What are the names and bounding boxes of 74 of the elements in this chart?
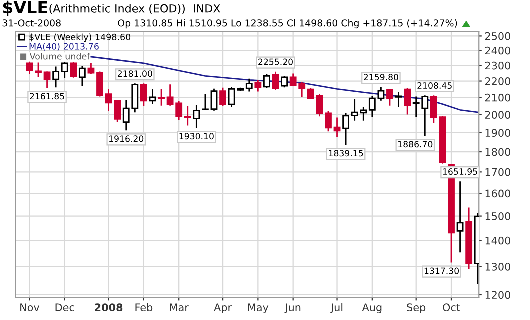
candlestick — [254, 80, 262, 92]
candlestick — [404, 88, 412, 115]
x-tick-label: Mar — [170, 304, 189, 312]
candlestick — [140, 84, 148, 107]
candlestick — [78, 66, 86, 86]
y-tick-label: 1600 — [486, 190, 510, 198]
annotation: 1317.30 — [424, 268, 460, 274]
annotation: 2255.20 — [258, 58, 293, 66]
candlestick — [342, 113, 350, 146]
annotation: 1916.20 — [110, 136, 144, 142]
annotation: 2161.85 — [30, 93, 64, 100]
candlestick — [96, 72, 104, 97]
legend-label: MA(40) 2013.76 — [30, 43, 99, 51]
candlestick — [149, 90, 156, 104]
annotation: 2159.80 — [364, 74, 398, 81]
candlestick — [272, 72, 280, 90]
y-tick-label: 2300 — [485, 62, 510, 70]
annotation: 1886.70 — [398, 141, 433, 148]
y-tick-label: 1400 — [486, 236, 510, 245]
y-tick-label: 1500 — [486, 212, 510, 220]
candlestick — [456, 182, 464, 253]
annotation: 2108.45 — [418, 82, 452, 90]
candlestick — [334, 118, 341, 138]
x-tick-label: Aug — [362, 304, 382, 314]
candlestick — [220, 88, 226, 107]
y-tick-label: 1900 — [486, 129, 510, 138]
candlestick — [158, 90, 165, 106]
candlestick — [35, 62, 42, 78]
chart-subtitle: (Arithmetic Index (EOD)) INDX — [50, 4, 220, 14]
annotation: 2181.00 — [118, 70, 152, 78]
x-tick-label: Jul — [330, 303, 343, 314]
candlestick — [44, 72, 51, 88]
candlestick — [26, 62, 34, 74]
candlestick — [281, 76, 288, 88]
x-tick-label: Nov — [20, 304, 40, 312]
annotation: 1930.10 — [180, 133, 214, 140]
legend-label: $VLE (Weekly) 1498.60 — [30, 34, 131, 42]
x-tick-label: Feb — [136, 303, 153, 312]
x-tick-label: Dec — [56, 304, 74, 312]
y-tick-label: 1700 — [486, 168, 510, 176]
text: 31-Oct-2008 — [2, 20, 61, 27]
annotation: 1839.15 — [329, 150, 364, 157]
x-tick-label: Oct — [443, 304, 460, 312]
candlestick — [202, 94, 209, 110]
candlestick — [430, 96, 438, 124]
x-tick-label: Sep — [407, 304, 426, 314]
candlestick — [193, 105, 200, 128]
text: Op 1310.85 Hi 1510.95 Lo 1238.55 Cl 1498.60 Chg +187.15 (+14.27%) — [118, 19, 458, 29]
y-tick-label: 2500 — [485, 32, 510, 40]
chart-title: $VLE — [3, 0, 48, 16]
candlestick — [264, 74, 270, 88]
candlestick — [386, 89, 394, 106]
candlestick — [52, 66, 60, 88]
x-tick-label: Apr — [214, 304, 232, 314]
y-tick-label: 2200 — [485, 78, 510, 86]
candlestick — [395, 92, 402, 108]
candlestick — [325, 111, 332, 132]
x-tick-label: 2008 — [95, 304, 123, 312]
y-tick-label: 2000 — [485, 111, 510, 119]
y-tick-label: 1200 — [486, 291, 510, 300]
y-tick-label: 2400 — [485, 46, 510, 55]
x-tick-label: Jun — [284, 304, 301, 314]
candlestick — [184, 106, 192, 126]
annotation: Volume undef — [30, 53, 90, 60]
candlestick — [246, 78, 253, 92]
candlestick — [70, 62, 78, 78]
line-series — [90, 56, 479, 114]
y-tick-label: 2100 — [485, 94, 510, 102]
y-tick-label: 1300 — [486, 262, 510, 271]
candlestick — [88, 64, 95, 74]
x-tick-label: May — [248, 304, 269, 314]
candlestick — [210, 88, 218, 111]
annotation: 1651.95 — [443, 168, 478, 176]
y-tick-label: 1800 — [486, 148, 510, 156]
